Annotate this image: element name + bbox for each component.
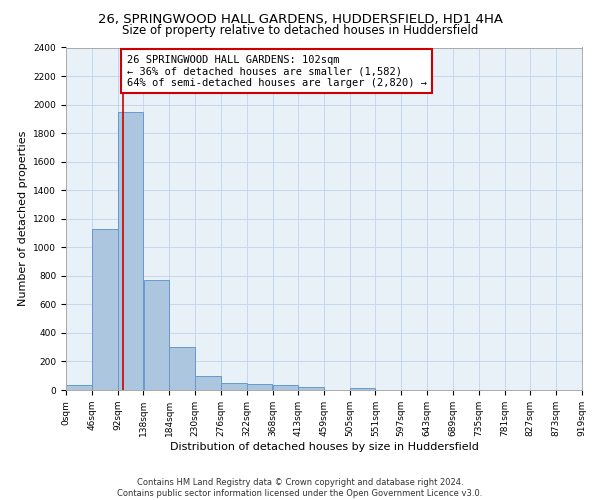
Bar	[221, 383, 247, 390]
Bar	[118, 112, 143, 390]
Text: Size of property relative to detached houses in Huddersfield: Size of property relative to detached ho…	[122, 24, 478, 37]
Bar	[143, 280, 169, 390]
Bar	[273, 385, 298, 390]
Bar	[350, 388, 375, 390]
Y-axis label: Number of detached properties: Number of detached properties	[18, 131, 28, 306]
Bar	[92, 228, 118, 390]
X-axis label: Distribution of detached houses by size in Huddersfield: Distribution of detached houses by size …	[170, 442, 478, 452]
Bar	[298, 387, 323, 390]
Text: 26 SPRINGWOOD HALL GARDENS: 102sqm
← 36% of detached houses are smaller (1,582)
: 26 SPRINGWOOD HALL GARDENS: 102sqm ← 36%…	[127, 54, 427, 88]
Bar	[169, 347, 195, 390]
Text: 26, SPRINGWOOD HALL GARDENS, HUDDERSFIELD, HD1 4HA: 26, SPRINGWOOD HALL GARDENS, HUDDERSFIEL…	[97, 12, 503, 26]
Bar	[195, 376, 221, 390]
Text: Contains HM Land Registry data © Crown copyright and database right 2024.
Contai: Contains HM Land Registry data © Crown c…	[118, 478, 482, 498]
Bar	[66, 385, 92, 390]
Bar	[247, 384, 272, 390]
